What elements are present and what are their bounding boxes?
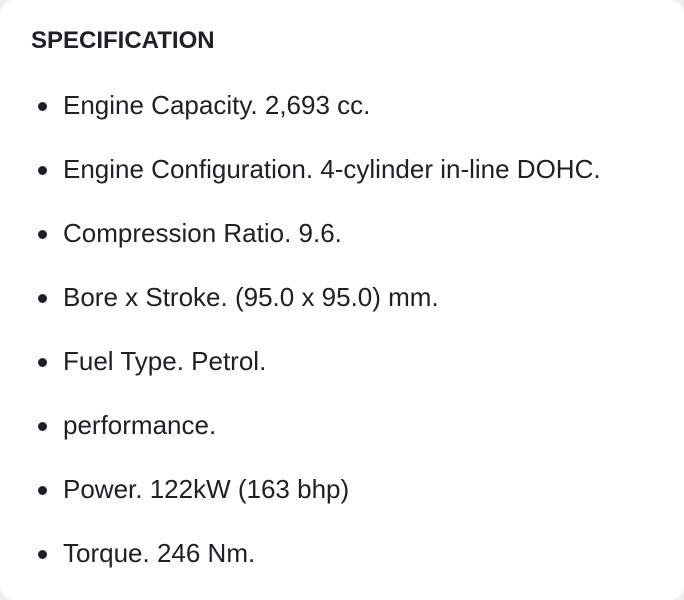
list-item-text: Bore x Stroke. (95.0 x 95.0) mm. [63,282,439,312]
bullet-icon [38,102,47,111]
section-heading: SPECIFICATION [31,27,215,54]
bullet-icon [38,230,47,239]
list-item-text: Compression Ratio. 9.6. [63,218,342,248]
bullet-icon [38,166,47,175]
bullet-icon [38,422,47,431]
list-item-text: Torque. 246 Nm. [63,538,256,568]
list-item-text: performance. [63,410,217,440]
bullet-icon [38,550,47,559]
bullet-icon [38,294,47,303]
bullet-icon [38,486,47,495]
list-item-text: Fuel Type. Petrol. [63,346,267,376]
list-item-text: Engine Capacity. 2,693 cc. [63,90,371,120]
bullet-icon [38,358,47,367]
list-item-text: Engine Configuration. 4-cylinder in-line… [63,154,601,184]
list-item-text: Power. 122kW (163 bhp) [63,474,350,504]
